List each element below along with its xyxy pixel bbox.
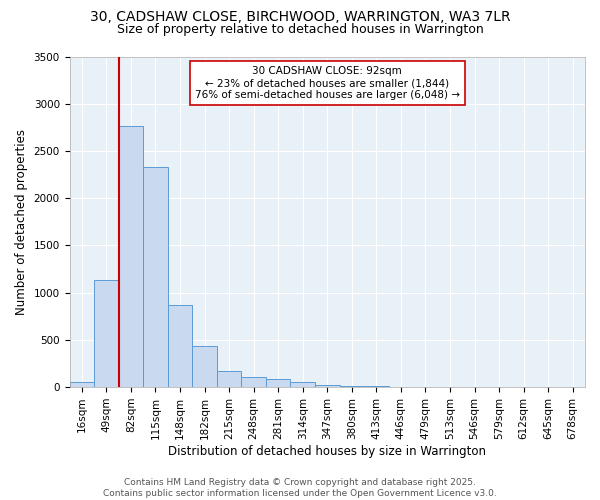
Bar: [70, 382, 94, 387]
Y-axis label: Number of detached properties: Number of detached properties: [15, 129, 28, 315]
Bar: [94, 280, 119, 387]
Bar: [217, 370, 241, 387]
Bar: [168, 305, 192, 387]
Bar: [119, 126, 143, 387]
Text: 30, CADSHAW CLOSE, BIRCHWOOD, WARRINGTON, WA3 7LR: 30, CADSHAW CLOSE, BIRCHWOOD, WARRINGTON…: [89, 10, 511, 24]
Bar: [340, 386, 364, 387]
Bar: [241, 376, 266, 387]
Bar: [143, 167, 168, 387]
Text: Size of property relative to detached houses in Warrington: Size of property relative to detached ho…: [116, 22, 484, 36]
Bar: [364, 386, 389, 387]
X-axis label: Distribution of detached houses by size in Warrington: Distribution of detached houses by size …: [168, 444, 486, 458]
Bar: [315, 384, 340, 387]
Text: Contains HM Land Registry data © Crown copyright and database right 2025.
Contai: Contains HM Land Registry data © Crown c…: [103, 478, 497, 498]
Text: 30 CADSHAW CLOSE: 92sqm
← 23% of detached houses are smaller (1,844)
76% of semi: 30 CADSHAW CLOSE: 92sqm ← 23% of detache…: [195, 66, 460, 100]
Bar: [290, 382, 315, 387]
Bar: [192, 346, 217, 387]
Bar: [266, 378, 290, 387]
